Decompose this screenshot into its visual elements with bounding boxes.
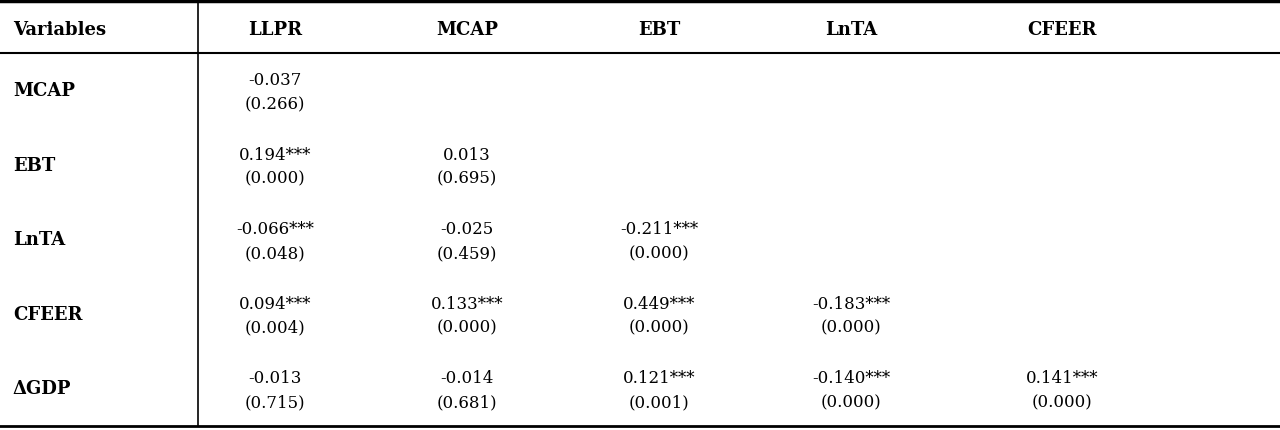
Text: (0.000): (0.000) <box>820 319 882 336</box>
Text: (0.048): (0.048) <box>244 245 306 261</box>
Text: 0.121***: 0.121*** <box>623 370 695 387</box>
Text: (0.000): (0.000) <box>628 319 690 336</box>
Text: 0.013: 0.013 <box>443 147 492 163</box>
Text: (0.000): (0.000) <box>628 245 690 261</box>
Text: Variables: Variables <box>13 21 106 39</box>
Text: 0.449***: 0.449*** <box>623 295 695 312</box>
Text: 0.133***: 0.133*** <box>431 295 503 312</box>
Text: MCAP: MCAP <box>436 21 498 39</box>
Text: 0.094***: 0.094*** <box>239 295 311 312</box>
Text: (0.000): (0.000) <box>820 393 882 410</box>
Text: MCAP: MCAP <box>13 82 74 100</box>
Text: -0.066***: -0.066*** <box>237 221 314 238</box>
Text: EBT: EBT <box>637 21 681 39</box>
Text: -0.014: -0.014 <box>440 370 494 387</box>
Text: LnTA: LnTA <box>13 231 65 249</box>
Text: 0.194***: 0.194*** <box>239 147 311 163</box>
Text: -0.211***: -0.211*** <box>620 221 699 238</box>
Text: (0.000): (0.000) <box>1032 393 1093 410</box>
Text: (0.004): (0.004) <box>244 319 306 336</box>
Text: -0.013: -0.013 <box>248 370 302 387</box>
Text: -0.140***: -0.140*** <box>812 370 891 387</box>
Text: -0.037: -0.037 <box>248 72 302 89</box>
Text: CFEER: CFEER <box>13 305 82 323</box>
Text: ΔGDP: ΔGDP <box>13 380 72 397</box>
Text: (0.459): (0.459) <box>436 245 498 261</box>
Text: (0.715): (0.715) <box>244 393 306 410</box>
Text: 0.141***: 0.141*** <box>1027 370 1098 387</box>
Text: (0.266): (0.266) <box>244 96 306 113</box>
Text: (0.695): (0.695) <box>436 170 498 187</box>
Text: CFEER: CFEER <box>1028 21 1097 39</box>
Text: LLPR: LLPR <box>248 21 302 39</box>
Text: EBT: EBT <box>13 157 55 174</box>
Text: (0.001): (0.001) <box>628 393 690 410</box>
Text: -0.025: -0.025 <box>440 221 494 238</box>
Text: -0.183***: -0.183*** <box>812 295 891 312</box>
Text: (0.000): (0.000) <box>244 170 306 187</box>
Text: LnTA: LnTA <box>826 21 877 39</box>
Text: (0.681): (0.681) <box>436 393 498 410</box>
Text: (0.000): (0.000) <box>436 319 498 336</box>
